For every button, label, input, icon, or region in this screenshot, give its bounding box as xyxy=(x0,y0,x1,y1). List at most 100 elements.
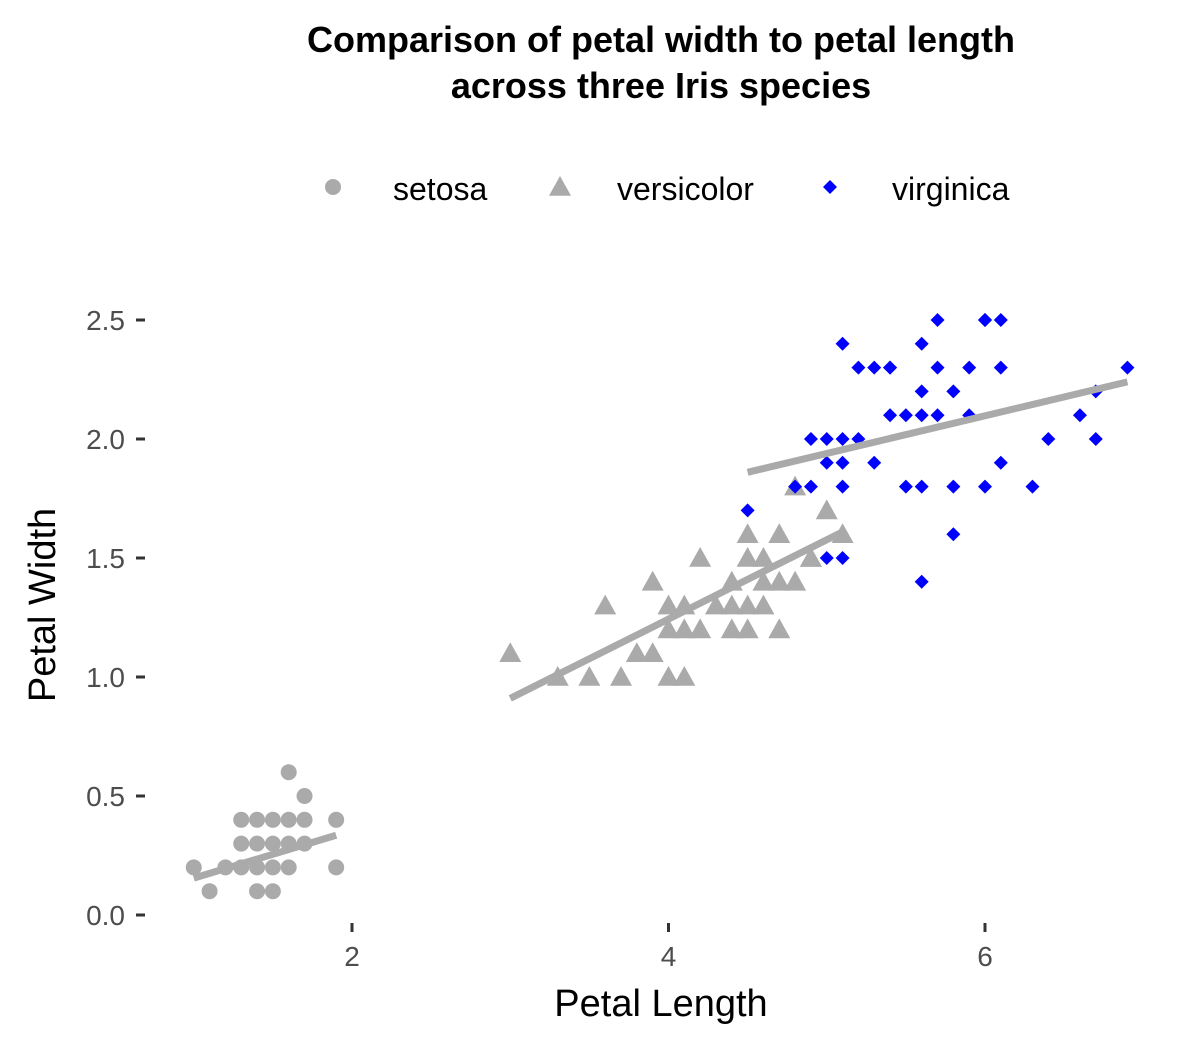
data-point-setosa xyxy=(328,811,345,828)
data-point-versicolor xyxy=(610,666,633,686)
data-point-virginica xyxy=(930,360,945,375)
data-point-virginica xyxy=(930,408,945,423)
data-point-virginica xyxy=(1072,408,1087,423)
data-point-virginica xyxy=(946,527,961,542)
y-tick-label: 0.5 xyxy=(86,781,125,812)
data-point-virginica xyxy=(851,360,866,375)
data-point-versicolor xyxy=(752,547,775,567)
data-point-versicolor xyxy=(704,594,727,615)
data-point-versicolor xyxy=(499,642,522,662)
y-tick-label: 1.0 xyxy=(86,662,125,693)
data-point-virginica xyxy=(883,408,898,423)
data-point-virginica xyxy=(914,408,929,423)
data-point-virginica xyxy=(962,360,977,375)
data-point-versicolor xyxy=(815,499,838,520)
data-point-setosa xyxy=(201,883,218,900)
data-point-virginica xyxy=(1120,360,1135,375)
data-point-setosa xyxy=(249,883,266,900)
axes: 0.0 0.5 1.0 1.5 2.0 2.5 2 4 6 xyxy=(86,305,993,972)
data-point-setosa xyxy=(185,859,202,876)
data-point-versicolor xyxy=(720,618,743,639)
data-point-setosa xyxy=(249,835,266,852)
data-point-setosa xyxy=(233,835,250,852)
data-point-virginica xyxy=(978,313,992,327)
data-point-virginica xyxy=(914,336,929,351)
legend-key-virginica xyxy=(823,180,837,194)
data-point-setosa xyxy=(280,811,297,828)
data-point-versicolor xyxy=(736,594,759,615)
data-point-setosa xyxy=(328,859,345,876)
data-point-virginica xyxy=(946,479,961,494)
data-point-versicolor xyxy=(673,666,696,686)
data-point-setosa xyxy=(280,859,297,876)
data-point-virginica xyxy=(835,455,850,470)
data-point-virginica xyxy=(835,336,850,351)
data-point-versicolor xyxy=(736,523,759,543)
data-point-virginica xyxy=(819,432,834,446)
data-point-virginica xyxy=(1041,432,1056,446)
x-tick-label: 4 xyxy=(661,941,677,972)
data-point-versicolor xyxy=(768,618,791,639)
data-point-setosa xyxy=(264,883,281,900)
data-point-virginica xyxy=(835,551,850,565)
data-point-virginica xyxy=(914,384,929,399)
x-axis-title: Petal Length xyxy=(554,983,767,1025)
data-point-virginica xyxy=(788,479,803,494)
data-point-virginica xyxy=(993,455,1008,470)
y-tick-label: 1.5 xyxy=(86,543,125,574)
data-point-virginica xyxy=(898,408,913,423)
trend-line-versicolor xyxy=(508,528,845,702)
data-point-versicolor xyxy=(736,618,759,639)
data-point-virginica xyxy=(803,432,818,446)
legend-label-virginica: virginica xyxy=(892,171,1010,207)
data-point-versicolor xyxy=(784,570,807,591)
data-point-virginica xyxy=(1025,479,1040,494)
data-point-versicolor xyxy=(673,618,696,639)
chart-title-line-2: across three Iris species xyxy=(451,65,871,106)
data-point-virginica xyxy=(914,574,929,589)
data-point-virginica xyxy=(993,313,1008,327)
data-point-versicolor xyxy=(641,570,664,591)
data-point-versicolor xyxy=(594,594,617,615)
data-point-setosa xyxy=(264,811,281,828)
data-point-virginica xyxy=(946,384,961,399)
trend-line-virginica xyxy=(746,378,1129,476)
data-point-versicolor xyxy=(657,618,680,639)
data-point-virginica xyxy=(803,479,818,494)
data-point-virginica xyxy=(898,479,913,494)
data-point-setosa xyxy=(264,859,281,876)
data-point-setosa xyxy=(233,811,250,828)
data-point-virginica xyxy=(819,455,834,470)
data-point-versicolor xyxy=(768,523,791,543)
data-point-virginica xyxy=(993,360,1008,375)
data-point-versicolor xyxy=(625,642,648,662)
data-point-versicolor xyxy=(641,642,664,662)
data-point-virginica xyxy=(835,479,850,494)
legend-key-versicolor xyxy=(549,176,571,196)
plot-area xyxy=(185,313,1135,900)
data-point-virginica xyxy=(978,479,992,494)
data-point-versicolor xyxy=(689,618,712,639)
data-point-versicolor xyxy=(689,547,712,567)
data-point-setosa xyxy=(296,811,313,828)
data-point-virginica xyxy=(930,313,945,327)
data-point-setosa xyxy=(249,811,266,828)
y-tick-label: 0.0 xyxy=(86,900,125,931)
data-point-virginica xyxy=(883,360,898,375)
legend-label-setosa: setosa xyxy=(393,171,487,207)
data-point-setosa xyxy=(296,788,313,804)
data-point-versicolor xyxy=(720,594,743,615)
data-point-versicolor xyxy=(768,570,791,591)
data-point-versicolor xyxy=(752,570,775,591)
x-tick-label: 6 xyxy=(977,941,993,972)
data-point-setosa xyxy=(280,764,297,781)
legend-key-setosa xyxy=(325,179,341,195)
data-point-versicolor xyxy=(578,666,601,686)
data-point-versicolor xyxy=(799,547,822,567)
data-point-setosa xyxy=(264,835,281,852)
chart-title-line-1: Comparison of petal width to petal lengt… xyxy=(307,19,1015,60)
data-point-versicolor xyxy=(736,547,759,567)
data-point-virginica xyxy=(819,551,834,565)
x-tick-label: 2 xyxy=(344,941,360,972)
